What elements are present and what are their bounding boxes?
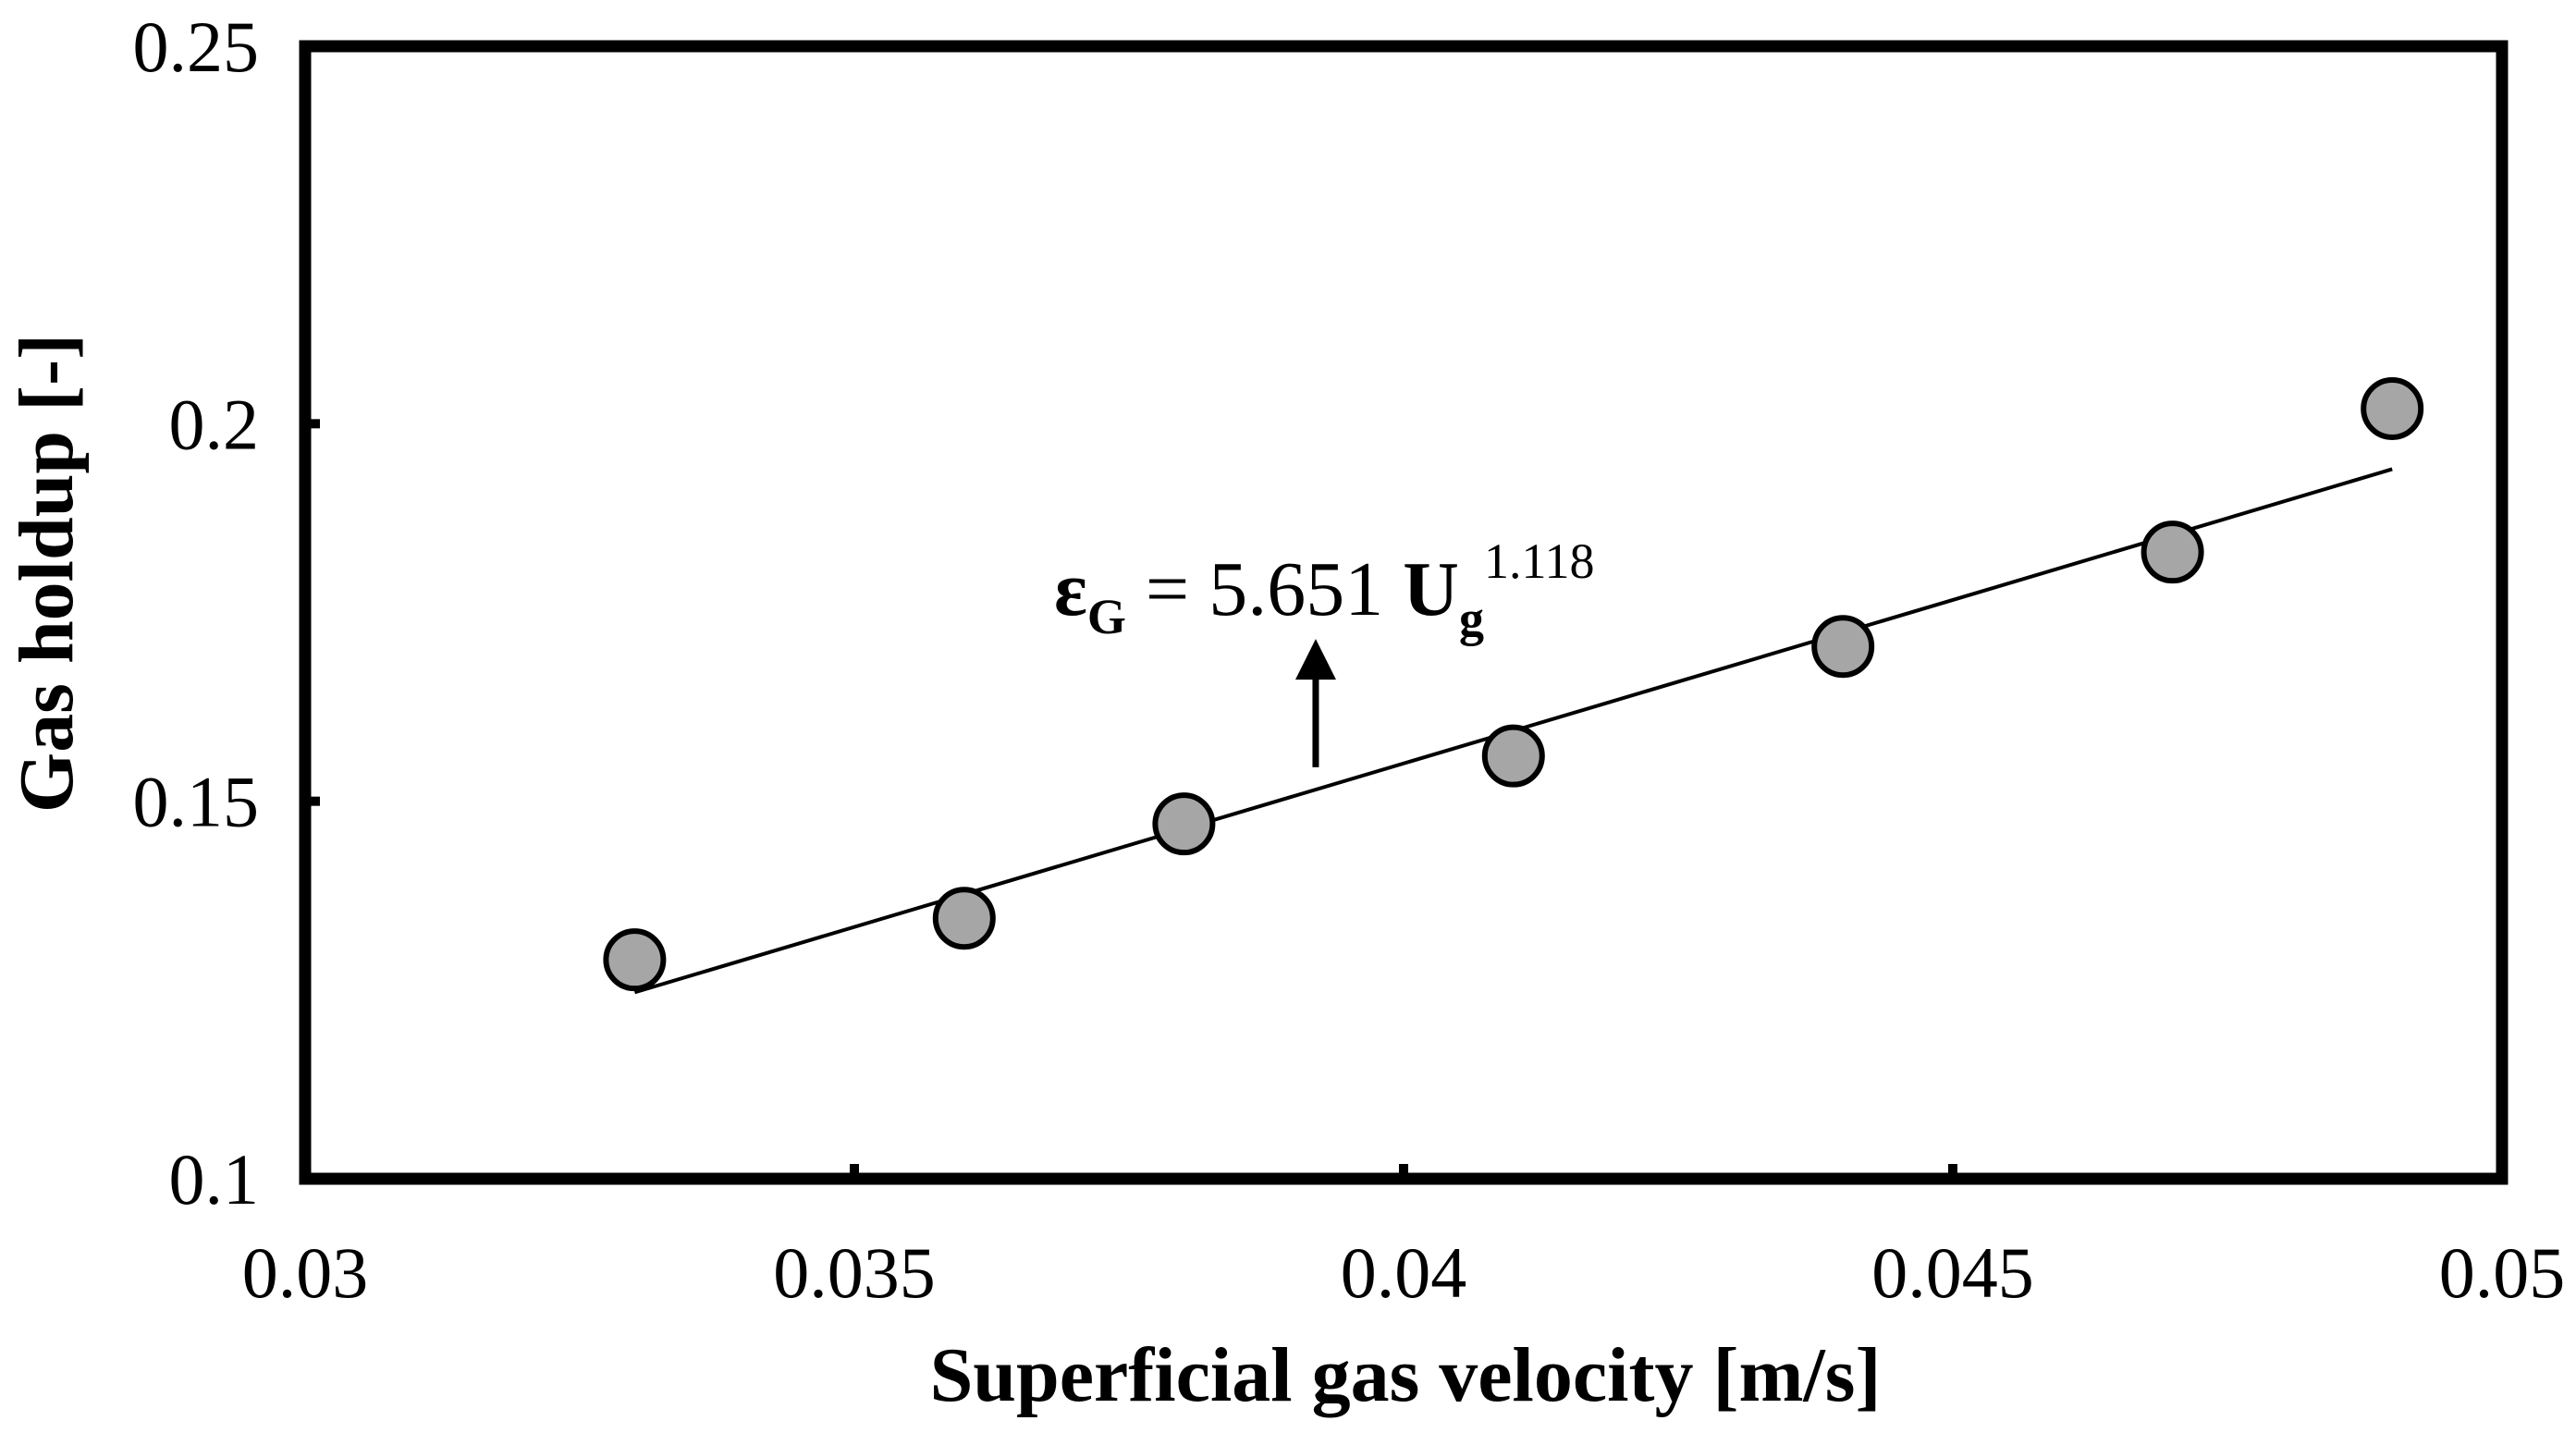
x-tick-label: 0.03 — [242, 1232, 369, 1313]
y-tick-label: 0.25 — [133, 6, 260, 87]
y-tick-label: 0.15 — [133, 762, 260, 842]
x-tick-label: 0.045 — [1871, 1232, 2034, 1313]
x-axis-title: Superficial gas velocity [m/s] — [930, 1332, 1882, 1418]
y-axis-title: Gas holdup [-] — [4, 334, 90, 813]
data-point — [1811, 615, 1875, 679]
eq-epsilon: ε — [1054, 546, 1087, 632]
annotation-arrow-head — [1294, 639, 1336, 680]
data-point — [2361, 377, 2424, 440]
data-point — [932, 887, 996, 950]
data-point — [1152, 792, 1216, 856]
data-point — [2141, 521, 2204, 584]
y-tick-label: 0.1 — [169, 1139, 260, 1219]
data-point — [1481, 724, 1545, 788]
x-tick-label: 0.035 — [773, 1232, 936, 1313]
y-tick-label: 0.2 — [169, 384, 260, 464]
eq-u-subscript: g — [1459, 591, 1484, 646]
x-tick-label: 0.04 — [1341, 1232, 1467, 1313]
eq-u: U — [1403, 546, 1459, 632]
x-tick-label: 0.05 — [2439, 1232, 2566, 1313]
eq-exponent: 1.118 — [1484, 533, 1595, 589]
eq-equals: = 5.651 — [1126, 546, 1403, 632]
fit-equation: εG = 5.651 Ug1.118 — [1054, 533, 1594, 646]
eq-epsilon-subscript: G — [1087, 589, 1126, 644]
data-point — [603, 928, 667, 992]
